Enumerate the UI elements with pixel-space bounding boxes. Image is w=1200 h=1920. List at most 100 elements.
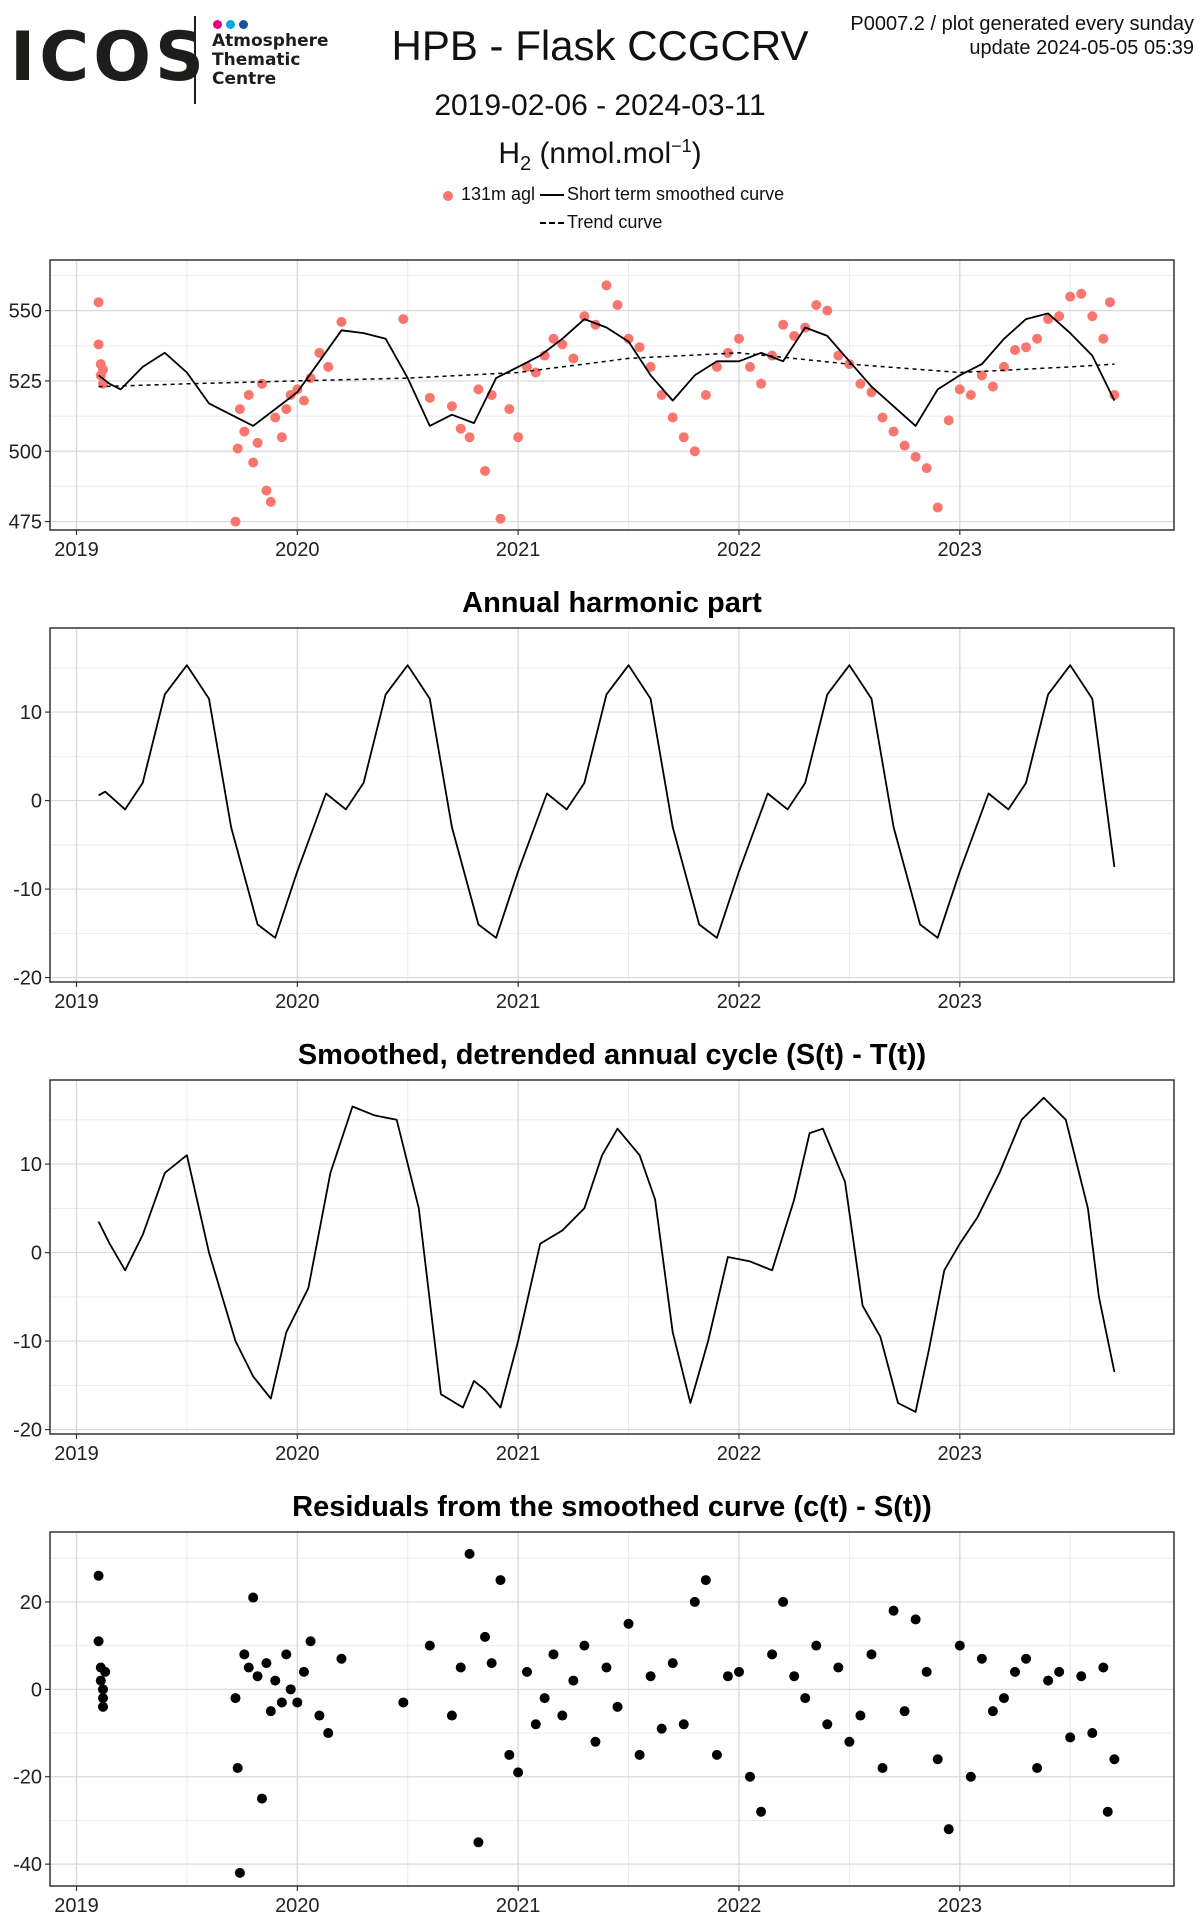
data-point bbox=[261, 1658, 272, 1669]
data-point bbox=[700, 390, 711, 400]
data-point bbox=[634, 342, 645, 353]
data-point bbox=[473, 384, 484, 395]
data-point bbox=[100, 1666, 111, 1677]
data-point bbox=[281, 404, 292, 415]
data-point bbox=[314, 1710, 325, 1721]
data-point bbox=[323, 1728, 334, 1739]
data-point bbox=[612, 1701, 623, 1712]
data-point bbox=[1065, 291, 1076, 302]
data-point bbox=[298, 1666, 309, 1677]
data-point bbox=[612, 300, 623, 310]
data-point bbox=[455, 423, 466, 434]
data-point bbox=[248, 1592, 259, 1603]
data-point bbox=[97, 1701, 108, 1712]
data-point bbox=[656, 390, 667, 400]
data-point bbox=[398, 1697, 409, 1708]
data-point bbox=[877, 1763, 888, 1773]
data-point bbox=[579, 311, 590, 322]
data-point bbox=[590, 1736, 601, 1747]
data-point bbox=[833, 350, 844, 361]
data-point bbox=[548, 1649, 559, 1660]
data-point bbox=[305, 1636, 316, 1647]
legend-point-icon bbox=[443, 191, 453, 201]
data-point bbox=[965, 1771, 976, 1782]
data-point bbox=[943, 1824, 954, 1835]
data-point bbox=[1109, 1754, 1120, 1765]
y-tick-label: 0 bbox=[31, 1243, 42, 1265]
data-point bbox=[1032, 1763, 1043, 1773]
x-tick-label: 2023 bbox=[938, 539, 983, 561]
y-tick-label: -40 bbox=[13, 1854, 42, 1876]
data-point bbox=[700, 1575, 711, 1586]
y-tick-label: 20 bbox=[20, 1592, 42, 1614]
data-point bbox=[424, 392, 435, 403]
data-point bbox=[877, 412, 888, 423]
panel-bg-observations bbox=[50, 260, 1174, 530]
data-point bbox=[822, 305, 833, 316]
species-unit-close: ) bbox=[691, 137, 702, 170]
panel-border-annual-harmonic bbox=[49, 627, 1175, 983]
data-point bbox=[568, 1675, 579, 1686]
data-point bbox=[1054, 311, 1065, 322]
data-point bbox=[230, 1693, 241, 1704]
header: ICOS Atmosphere Thematic Centre HPB - Fl… bbox=[0, 0, 1200, 250]
data-point bbox=[1021, 342, 1032, 353]
data-point bbox=[1104, 297, 1115, 308]
legend-smooth-label: Short term smoothed curve bbox=[567, 184, 785, 204]
data-point bbox=[722, 1671, 733, 1682]
panel-bg-residuals bbox=[50, 1532, 1174, 1886]
data-point bbox=[292, 384, 303, 395]
data-point bbox=[336, 1653, 347, 1664]
y-tick-label: 500 bbox=[9, 441, 42, 463]
y-tick-label: 525 bbox=[9, 371, 42, 393]
data-point bbox=[480, 1631, 491, 1642]
data-point bbox=[1043, 1675, 1054, 1686]
update-stamp: update 2024-05-05 05:39 bbox=[969, 37, 1194, 59]
data-point bbox=[276, 1697, 287, 1708]
data-point bbox=[921, 1666, 932, 1677]
chart-title-residuals: Residuals from the smoothed curve (c(t) … bbox=[292, 1491, 932, 1523]
data-point bbox=[954, 1640, 965, 1651]
data-point bbox=[93, 1570, 104, 1581]
data-point bbox=[314, 347, 325, 358]
plot-info: P0007.2 / plot generated every sunday up… bbox=[850, 12, 1194, 60]
data-point bbox=[276, 432, 287, 443]
data-point bbox=[495, 1575, 506, 1586]
page-title: HPB - Flask CCGCRV bbox=[391, 22, 809, 69]
x-tick-label: 2021 bbox=[496, 991, 541, 1013]
data-point bbox=[557, 1710, 568, 1721]
data-point bbox=[232, 1763, 243, 1773]
data-point bbox=[899, 440, 910, 451]
data-point bbox=[689, 1596, 700, 1607]
data-point bbox=[601, 280, 612, 291]
data-point bbox=[1032, 333, 1043, 344]
data-point bbox=[95, 1675, 106, 1686]
data-point bbox=[446, 401, 457, 412]
x-tick-label: 2023 bbox=[938, 1895, 983, 1917]
y-tick-label: -20 bbox=[13, 1767, 42, 1789]
data-point bbox=[504, 404, 515, 415]
series-line bbox=[98, 312, 1116, 427]
data-point bbox=[1098, 333, 1109, 344]
data-point bbox=[767, 1649, 778, 1660]
data-point bbox=[656, 1723, 667, 1734]
logo-sub-line-3: Centre bbox=[212, 69, 277, 89]
data-point bbox=[976, 1653, 987, 1664]
x-tick-label: 2021 bbox=[496, 1443, 541, 1465]
logo-sub-line-1: Atmosphere bbox=[212, 31, 329, 51]
data-point bbox=[93, 297, 104, 308]
data-point bbox=[265, 1706, 276, 1717]
data-point bbox=[480, 465, 491, 476]
data-point bbox=[1076, 288, 1087, 299]
species-superscript: −1 bbox=[671, 136, 692, 156]
data-point bbox=[252, 437, 263, 448]
data-point bbox=[844, 1736, 855, 1747]
data-point bbox=[1010, 345, 1021, 355]
y-tick-label: 0 bbox=[31, 1679, 42, 1701]
data-point bbox=[455, 1662, 466, 1673]
trend-curve bbox=[98, 352, 1115, 388]
data-point bbox=[822, 1719, 833, 1730]
legend: 131m agl Short term smoothed curve Trend… bbox=[0, 178, 1200, 234]
data-point bbox=[513, 1767, 524, 1778]
